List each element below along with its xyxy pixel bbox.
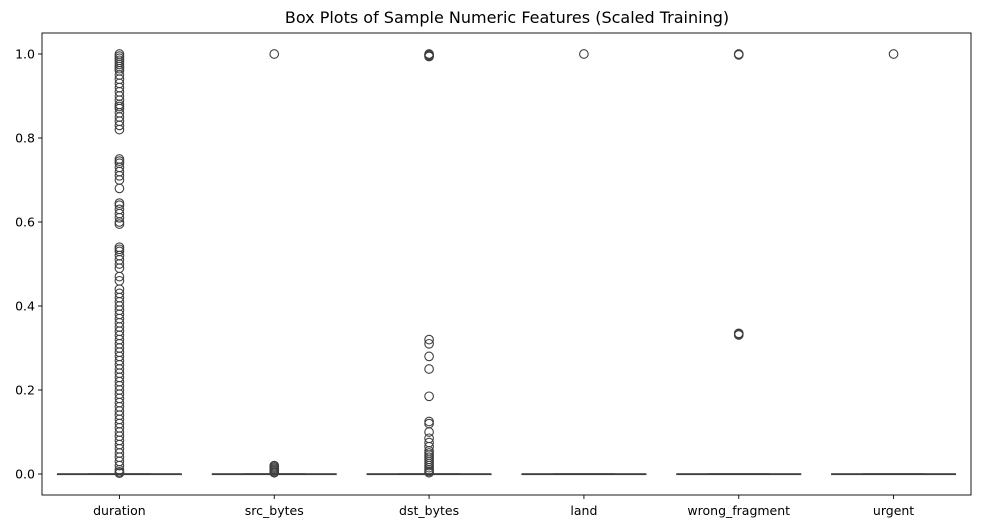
outlier-point (114, 259, 125, 269)
outlier-point (888, 49, 899, 59)
y-axis: 0.0 0.2 0.4 0.6 0.8 1.0 (15, 47, 42, 482)
plot-area (56, 49, 957, 479)
x-tick-label: wrong_fragment (687, 503, 790, 518)
x-tick-label: land (570, 503, 597, 518)
outlier-point (114, 120, 125, 131)
outlier-point (269, 49, 280, 59)
outlier-point (733, 330, 744, 340)
y-tick-label: 0.4 (15, 299, 35, 314)
x-axis: duration src_bytes dst_bytes land wrong_frag… (93, 495, 914, 518)
outlier-point (424, 338, 434, 349)
outlier-point (424, 51, 434, 62)
x-tick-label: dst_bytes (399, 503, 459, 518)
plot-frame (41, 32, 972, 496)
outlier-point (114, 460, 125, 471)
y-tick-label: 0.8 (15, 131, 35, 146)
outlier-point (114, 219, 125, 229)
box-group-dst_bytes (366, 49, 492, 478)
y-tick-label: 0.2 (15, 383, 35, 398)
chart-title: Box Plots of Sample Numeric Features (Sc… (285, 8, 729, 27)
outlier-point (114, 170, 125, 181)
y-tick-label: 0.6 (15, 215, 35, 230)
outlier-point (424, 418, 434, 429)
outlier-point (114, 124, 125, 135)
outlier-point (114, 183, 125, 194)
x-tick-label: src_bytes (245, 503, 304, 518)
outlier-point (114, 468, 125, 479)
outlier-point (424, 427, 434, 437)
outlier-point (733, 49, 744, 60)
outlier-point (114, 271, 125, 282)
outlier-point (424, 351, 434, 362)
outlier-point (114, 212, 125, 223)
outlier-point (424, 391, 434, 402)
y-tick-label: 1.0 (15, 47, 35, 62)
outlier-point (424, 416, 434, 427)
x-tick-label: duration (93, 503, 146, 518)
outlier-point (424, 467, 434, 478)
box-group-duration (56, 49, 182, 479)
box-group-urgent (831, 49, 957, 476)
outlier-point (424, 334, 434, 345)
outlier-point (424, 364, 434, 374)
outlier-point (269, 467, 280, 478)
y-tick-label: 0.0 (15, 467, 35, 482)
x-tick-label: urgent (873, 503, 914, 518)
box-group-wrong_fragment (676, 49, 802, 476)
box-group-land (521, 49, 647, 476)
outlier-point (579, 49, 589, 59)
box-group-src_bytes (211, 49, 337, 478)
